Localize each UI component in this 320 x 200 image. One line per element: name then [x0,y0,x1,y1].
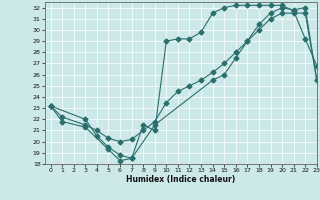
X-axis label: Humidex (Indice chaleur): Humidex (Indice chaleur) [126,175,236,184]
